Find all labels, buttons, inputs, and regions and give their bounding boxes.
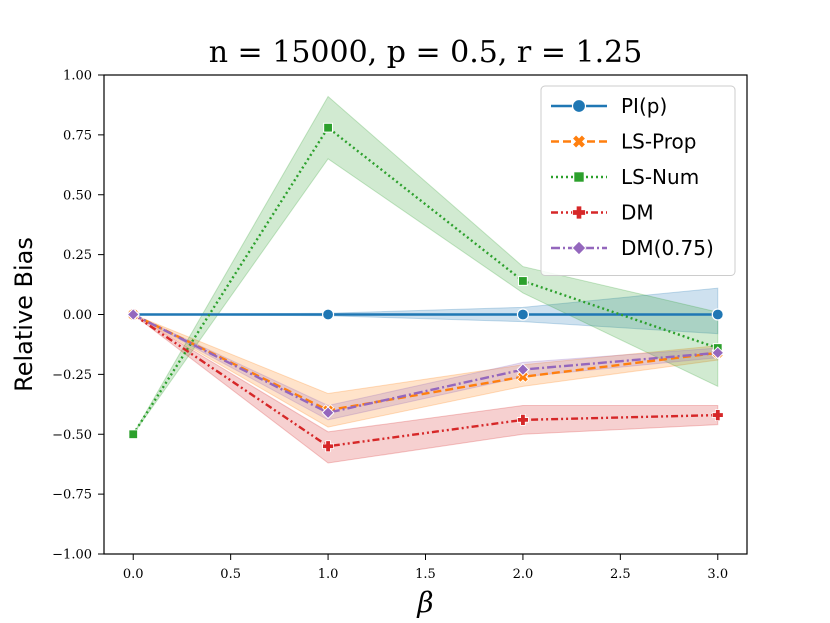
ls-num-data-point xyxy=(518,276,528,286)
dm-0-75-data-point xyxy=(711,346,725,360)
dm-0-75-data-point xyxy=(516,363,530,377)
y-axis-label: Relative Bias xyxy=(10,237,38,392)
ls-num-data-point xyxy=(128,429,139,440)
y-tick-label: −1.00 xyxy=(52,548,92,563)
dm-0-75-series-line xyxy=(132,313,718,414)
y-tick-label: 0.25 xyxy=(63,248,92,263)
y-tick-label: 0.00 xyxy=(63,308,92,323)
x-tick-label: 2.0 xyxy=(513,567,534,582)
dm-data-point xyxy=(517,413,529,426)
dm-data-point xyxy=(711,409,724,421)
x-tick-label: 1.5 xyxy=(415,567,436,582)
legend-marker-ls-prop xyxy=(571,134,587,149)
legend-marker-pi-p xyxy=(571,98,587,114)
x-axis: 0.0 0.5 1.0 1.5 2.0 2.5 3.0 xyxy=(123,554,728,582)
pi-p-data-point xyxy=(711,308,724,321)
y-tick-label: 0.50 xyxy=(63,188,92,203)
legend-label-pi-p: PI(p) xyxy=(621,94,667,118)
y-tick-label: 1.00 xyxy=(63,69,92,84)
legend-label-ls-num: LS-Num xyxy=(621,165,699,189)
legend-label-ls-prop: LS-Prop xyxy=(621,130,696,154)
legend: PI(p) LS-Prop LS-Num DM DM(0.75) xyxy=(540,85,736,276)
x-tick-label: 0.5 xyxy=(220,567,241,582)
dm-0-75-data-point xyxy=(321,406,335,420)
y-axis: 1.00 0.75 0.50 0.25 0.00 −0.25 −0.50 −0.75 −1.00 xyxy=(52,69,104,563)
legend-marker-dm xyxy=(572,205,586,220)
ls-num-data-point xyxy=(323,122,333,133)
x-tick-label: 3.0 xyxy=(707,567,728,582)
pi-p-data-point xyxy=(516,308,530,321)
y-tick-label: −0.75 xyxy=(52,488,92,503)
y-tick-label: 0.75 xyxy=(63,128,92,143)
x-tick-label: 2.5 xyxy=(610,567,631,582)
legend-marker-dm-0-75 xyxy=(571,240,587,256)
legend-marker-ls-num xyxy=(573,171,585,183)
chart-title: n = 15000, p = 0.5, r = 1.25 xyxy=(209,35,643,70)
series-lines xyxy=(132,125,719,448)
x-tick-label: 0.0 xyxy=(123,567,144,582)
y-tick-label: −0.50 xyxy=(52,428,92,443)
legend-label-dm-0-75: DM(0.75) xyxy=(621,236,714,260)
ls-num-series-line xyxy=(132,125,719,435)
legend-label-dm: DM xyxy=(621,201,654,225)
dm-0-75-data-point xyxy=(126,308,140,321)
confidence-bands xyxy=(132,95,719,464)
y-tick-label: −0.25 xyxy=(52,368,92,383)
x-axis-label: β xyxy=(416,586,433,619)
dm-data-point xyxy=(322,440,334,453)
legend-box xyxy=(540,85,736,276)
x-tick-label: 1.0 xyxy=(318,567,339,582)
series-markers xyxy=(126,122,725,453)
pi-p-data-point xyxy=(321,308,335,321)
